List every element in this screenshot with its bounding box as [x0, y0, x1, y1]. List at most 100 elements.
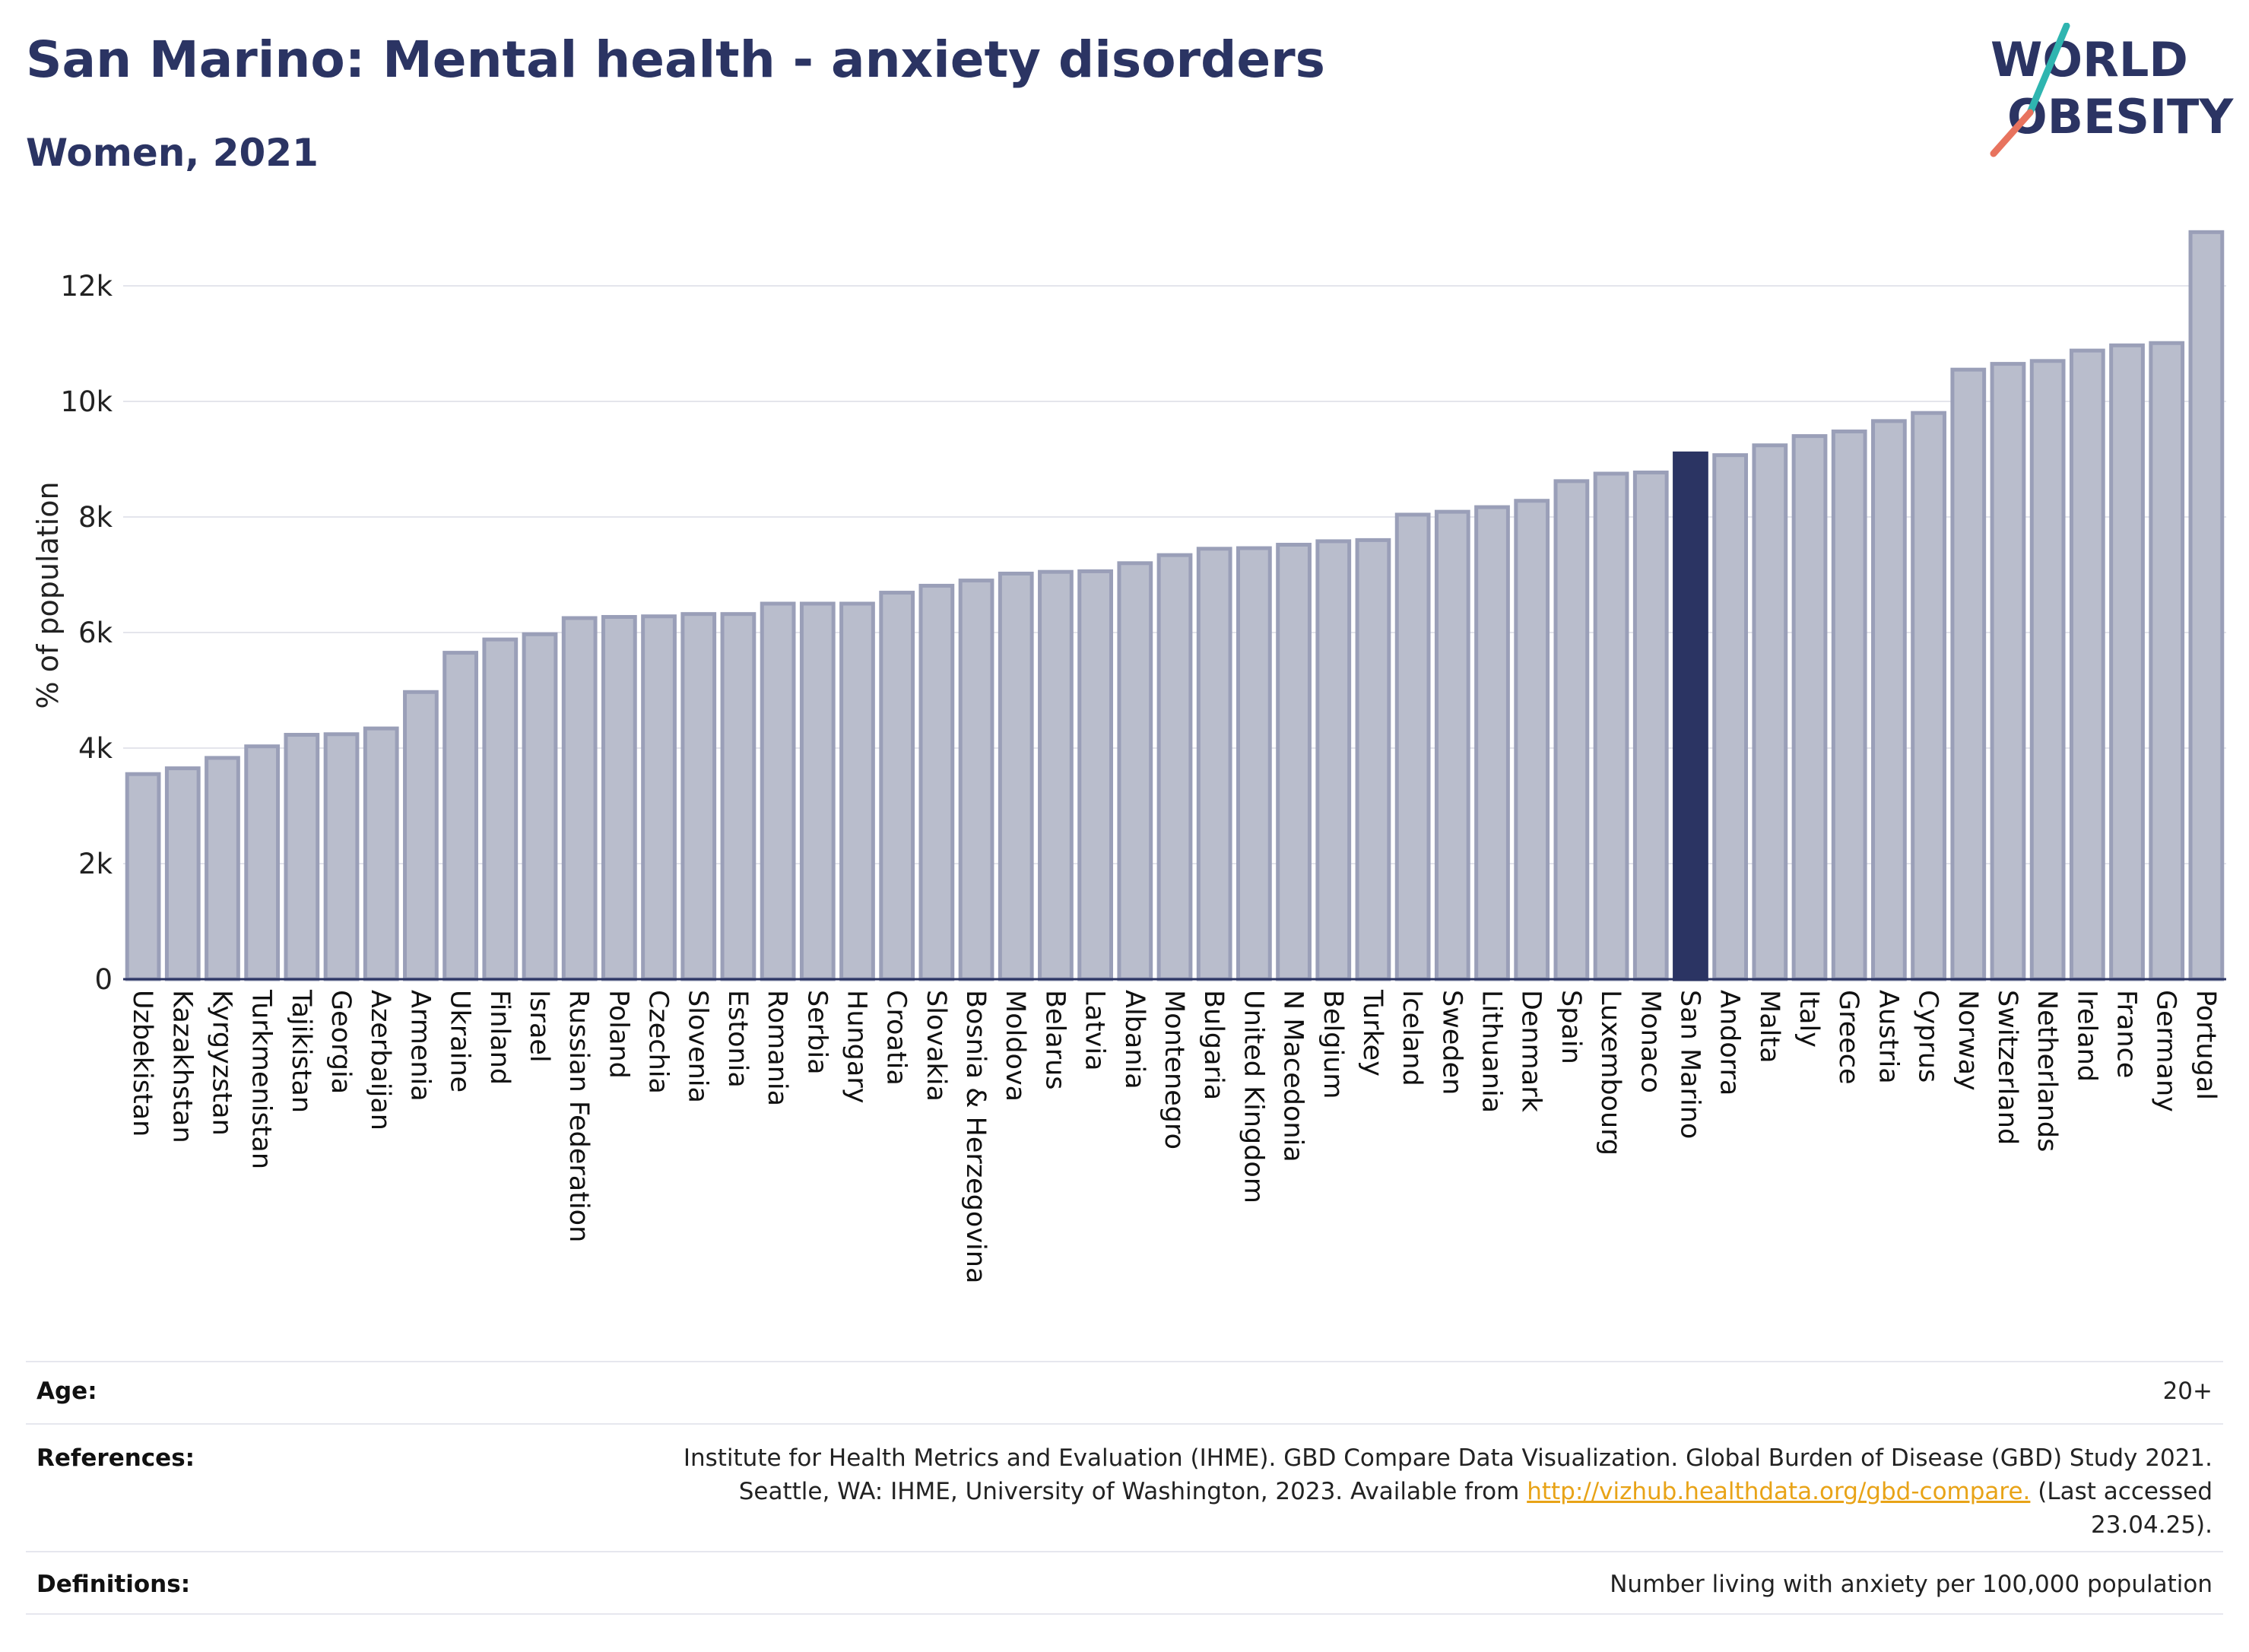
x-tick-label: Andorra: [1715, 990, 1745, 1096]
x-tick-label: Germany: [2151, 990, 2181, 1112]
x-tick-label: Serbia: [801, 990, 832, 1075]
x-tick-label: Turkmenistan: [246, 989, 277, 1169]
bar: [1474, 505, 1510, 981]
x-tick-label: Cyprus: [1913, 990, 1943, 1083]
references-row: References: Institute for Health Metrics…: [26, 1423, 2223, 1551]
x-tick-label: Sweden: [1436, 990, 1467, 1095]
x-tick-label: Iceland: [1397, 990, 1427, 1086]
x-tick-label: Armenia: [404, 990, 435, 1102]
bar: [799, 601, 836, 981]
info-divider-2: [26, 1551, 2223, 1552]
bar: [284, 733, 320, 981]
bar: [1712, 453, 1749, 981]
bar: [1950, 367, 1987, 981]
y-tick-label: 10k: [60, 385, 113, 418]
info-divider-1: [26, 1423, 2223, 1425]
bar: [561, 616, 598, 981]
x-tick-label: Poland: [603, 990, 633, 1079]
bar-highlight: [1673, 451, 1708, 981]
x-tick-label: United Kingdom: [1238, 990, 1268, 1203]
y-tick-label: 0: [94, 963, 113, 996]
bar: [2029, 359, 2066, 981]
category-labels: Uzbekistan Kazakhstan Kyrgyzstan Turkmenist…: [127, 989, 2221, 1283]
bar: [205, 756, 240, 981]
bar-chart: 0 2k 4k 6k 8k 10k 12k Uzbekistan Kazakhstan Kyrg…: [31, 230, 2226, 1283]
definitions-row: Definitions: Number living with anxiety …: [26, 1551, 2223, 1613]
bar: [323, 732, 360, 981]
x-tick-label: Estonia: [722, 990, 753, 1088]
x-tick-label: Russian Federation: [563, 990, 594, 1242]
references-link[interactable]: http://vizhub.healthdata.org/gbd-compare…: [1527, 1478, 2031, 1505]
x-tick-label: Kazakhstan: [167, 990, 197, 1143]
bar: [482, 637, 519, 981]
logo-slash-coral: [1990, 109, 2034, 157]
age-value: 20+: [2162, 1378, 2213, 1405]
bar: [1355, 537, 1391, 981]
bar: [443, 651, 478, 981]
x-tick-label: Turkey: [1357, 989, 1388, 1076]
references-line-1: Institute for Health Metrics and Evaluat…: [683, 1444, 2213, 1472]
x-tick-label: Croatia: [881, 990, 912, 1086]
definitions-value: Number living with anxiety per 100,000 p…: [1610, 1571, 2213, 1598]
x-tick-label: Italy: [1794, 990, 1824, 1048]
x-tick-label: Spain: [1556, 990, 1586, 1064]
x-tick-label: San Marino: [1674, 990, 1705, 1139]
x-tick-label: Monaco: [1635, 990, 1665, 1093]
chart-title: San Marino: Mental health - anxiety diso…: [26, 30, 1325, 89]
bar: [1434, 509, 1470, 981]
x-tick-label: Denmark: [1516, 990, 1546, 1113]
bar: [1276, 542, 1312, 981]
bar: [2069, 348, 2105, 981]
logo-word-world: WORLD: [1990, 32, 2188, 87]
logo-word-obesity: OBESITY: [2007, 89, 2234, 144]
bar: [1593, 471, 1629, 981]
x-tick-label: France: [2111, 990, 2142, 1078]
x-tick-label: Montenegro: [1159, 990, 1189, 1149]
bar: [1752, 443, 1788, 981]
x-tick-label: Latvia: [1080, 990, 1110, 1071]
bar: [2188, 230, 2225, 981]
bar: [1791, 434, 1828, 981]
x-tick-label: Lithuania: [1477, 990, 1507, 1113]
x-tick-label: Georgia: [325, 990, 356, 1094]
x-tick-label: Finland: [484, 990, 515, 1085]
bar: [1394, 512, 1431, 981]
age-row: Age: 20+: [26, 1361, 2223, 1422]
x-tick-label: Albania: [1119, 990, 1150, 1089]
y-tick-label: 8k: [78, 501, 113, 534]
x-tick-label: Bulgaria: [1198, 990, 1229, 1100]
x-tick-label: Austria: [1873, 990, 1903, 1084]
bar: [1553, 479, 1590, 981]
references-value: Institute for Health Metrics and Evaluat…: [684, 1441, 2213, 1542]
bar: [2109, 343, 2145, 981]
x-tick-label: Malta: [1754, 990, 1784, 1064]
references-line-2-text: Seattle, WA: IHME, University of Washing…: [738, 1478, 1520, 1505]
bar: [918, 583, 955, 981]
x-tick-label: Luxembourg: [1595, 990, 1626, 1156]
definitions-label: Definitions:: [36, 1571, 191, 1598]
bar: [1117, 561, 1153, 981]
bar: [601, 614, 637, 981]
x-tick-label: Israel: [524, 990, 554, 1063]
x-tick-label: Moldova: [1000, 990, 1030, 1102]
x-tick-label: Belarus: [1039, 990, 1070, 1090]
age-label: Age:: [36, 1378, 97, 1405]
x-tick-label: Kyrgyzstan: [206, 990, 236, 1136]
y-tick-label: 12k: [60, 270, 113, 303]
y-tick-label: 2k: [78, 848, 113, 880]
world-obesity-logo: WORLD OBESITY: [1990, 23, 2234, 157]
bar: [363, 726, 399, 981]
axes: 0 2k 4k 6k 8k 10k 12k: [60, 270, 2226, 996]
x-tick-label: Ireland: [2071, 990, 2101, 1082]
references-label: References:: [36, 1444, 195, 1472]
bar: [403, 690, 439, 981]
bar: [1871, 419, 1907, 981]
bar: [244, 744, 281, 981]
bar: [1315, 539, 1352, 981]
x-tick-label: Azerbaijan: [365, 990, 395, 1130]
info-divider-top: [26, 1361, 2223, 1362]
bar: [125, 772, 161, 981]
x-tick-label: Netherlands: [2032, 990, 2062, 1152]
x-tick-label: Czechia: [643, 990, 674, 1094]
bar: [641, 614, 677, 981]
